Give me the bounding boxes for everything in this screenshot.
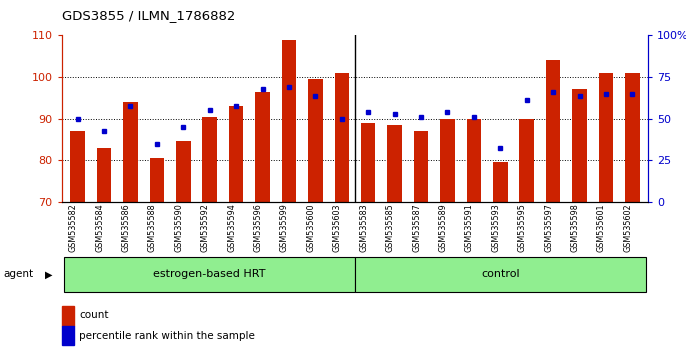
Text: count: count xyxy=(79,310,108,320)
Bar xyxy=(176,142,191,202)
Text: GSM535603: GSM535603 xyxy=(333,204,342,252)
Text: GSM535595: GSM535595 xyxy=(518,204,527,252)
Bar xyxy=(123,102,138,202)
Bar xyxy=(202,116,217,202)
Text: GSM535596: GSM535596 xyxy=(254,204,263,252)
Text: agent: agent xyxy=(3,269,34,279)
Bar xyxy=(361,123,375,202)
Bar xyxy=(493,162,508,202)
Text: GSM535600: GSM535600 xyxy=(307,204,316,252)
Bar xyxy=(71,131,85,202)
Text: ▶: ▶ xyxy=(45,269,52,279)
FancyBboxPatch shape xyxy=(64,257,355,292)
Text: GSM535583: GSM535583 xyxy=(359,204,368,252)
Text: GSM535589: GSM535589 xyxy=(438,204,447,252)
Bar xyxy=(229,106,244,202)
Bar xyxy=(335,73,349,202)
Bar xyxy=(97,148,111,202)
FancyBboxPatch shape xyxy=(355,257,646,292)
Bar xyxy=(440,119,455,202)
Bar xyxy=(466,119,481,202)
Text: control: control xyxy=(481,269,519,279)
Bar xyxy=(414,131,428,202)
Text: GSM535588: GSM535588 xyxy=(148,204,157,252)
Text: GSM535585: GSM535585 xyxy=(386,204,394,252)
Text: GSM535593: GSM535593 xyxy=(491,204,500,252)
Bar xyxy=(546,61,560,202)
Text: GDS3855 / ILMN_1786882: GDS3855 / ILMN_1786882 xyxy=(62,9,235,22)
Text: GSM535584: GSM535584 xyxy=(95,204,104,252)
Bar xyxy=(625,73,639,202)
Text: GSM535594: GSM535594 xyxy=(227,204,236,252)
Bar xyxy=(255,92,270,202)
Text: estrogen-based HRT: estrogen-based HRT xyxy=(154,269,266,279)
Text: GSM535599: GSM535599 xyxy=(280,204,289,252)
Text: GSM535587: GSM535587 xyxy=(412,204,421,252)
Text: GSM535586: GSM535586 xyxy=(121,204,130,252)
Bar xyxy=(599,73,613,202)
Text: GSM535590: GSM535590 xyxy=(174,204,183,252)
Text: GSM535597: GSM535597 xyxy=(544,204,553,252)
Text: GSM535602: GSM535602 xyxy=(624,204,632,252)
Bar xyxy=(519,119,534,202)
Bar xyxy=(150,158,164,202)
Bar xyxy=(282,40,296,202)
Bar xyxy=(572,90,587,202)
Bar xyxy=(388,125,402,202)
Bar xyxy=(308,79,322,202)
Text: percentile rank within the sample: percentile rank within the sample xyxy=(79,331,255,341)
Text: GSM535582: GSM535582 xyxy=(69,204,78,252)
Text: GSM535598: GSM535598 xyxy=(571,204,580,252)
Text: GSM535601: GSM535601 xyxy=(597,204,606,252)
Text: GSM535591: GSM535591 xyxy=(465,204,474,252)
Text: GSM535592: GSM535592 xyxy=(201,204,210,252)
